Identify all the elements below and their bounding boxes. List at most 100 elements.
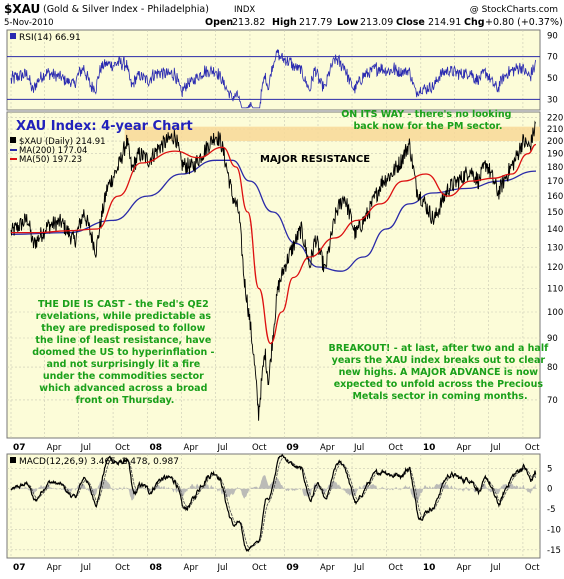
annotation-die-is-cast: THE DIE IS CAST - the Fed's QE2 revelati… xyxy=(32,299,218,406)
annotation-die-line-4: the line of least resistance, have xyxy=(35,335,211,346)
ohlc-chg-label: Chg xyxy=(464,17,485,28)
annotation-breakout-line-5: Metals sector in coming months. xyxy=(352,391,527,402)
price-panel xyxy=(6,111,541,439)
macd-legend: MACD(12,26,9) 3.465, 2.478, 0.987 xyxy=(19,457,179,467)
ohlc-low-value: 213.09 xyxy=(360,17,393,28)
price-xtick-label: 09 xyxy=(286,443,299,453)
price-ytick-label: 130 xyxy=(547,243,563,253)
annotation-on-its-way: ON ITS WAY - there's no looking back now… xyxy=(341,109,515,132)
macd-panel xyxy=(6,453,541,559)
macd-xtick-label: Jul xyxy=(217,563,228,573)
price-xtick-label: Oct xyxy=(388,443,403,453)
price-ytick-label: 170 xyxy=(547,177,563,187)
price-xtick-label: 10 xyxy=(423,443,436,453)
price-xtick-label: Jul xyxy=(353,443,364,453)
header-description: (Gold & Silver Index - Philadelphia) xyxy=(43,4,209,15)
macd-ytick-label: -15 xyxy=(547,546,561,556)
price-xtick-label: Apr xyxy=(456,443,471,453)
macd-xtick-label: Apr xyxy=(47,563,62,573)
price-xtick-label: Apr xyxy=(47,443,62,453)
rsi-panel xyxy=(6,29,541,111)
header-source: @ StockCharts.com xyxy=(470,5,558,15)
price-xtick-label: Oct xyxy=(115,443,130,453)
annotation-breakout-line-3: new highs. A MAJOR ADVANCE is now xyxy=(339,367,539,378)
ohlc-low-label: Low xyxy=(337,17,359,28)
annotation-die-line-5: doomed the US to hyperinflation - xyxy=(32,347,214,358)
resistance-band xyxy=(124,126,540,142)
price-ytick-label: 180 xyxy=(547,163,563,173)
annotation-on-its-way-line-2: back now for the PM sector. xyxy=(353,121,502,132)
annotation-die-line-1: THE DIE IS CAST - the Fed's QE2 xyxy=(38,299,209,310)
macd-legend-swatch xyxy=(10,457,16,463)
annotation-die-line-7: under the commodities sector xyxy=(43,371,204,382)
price-ytick-label: 140 xyxy=(547,225,563,235)
macd-xtick-label: Jul xyxy=(490,563,501,573)
price-ytick-label: 220 xyxy=(547,114,563,124)
price-ytick-label: 190 xyxy=(547,150,563,160)
macd-xtick-label: Apr xyxy=(456,563,471,573)
annotation-die-line-3: they are predisposed to follow xyxy=(41,323,205,334)
macd-ytick-label: -5 xyxy=(547,505,555,515)
price-xtick-label: Jul xyxy=(80,443,91,453)
ma50-line xyxy=(10,143,537,345)
price-ytick-label: 150 xyxy=(547,208,563,218)
macd-xtick-label: Apr xyxy=(320,563,335,573)
ohlc-high-label: High xyxy=(272,17,297,28)
rsi-ytick-label: 90 xyxy=(547,31,558,41)
price-xtick-label: 08 xyxy=(149,443,162,453)
rsi-ytick-label: 50 xyxy=(547,74,558,84)
legend-xau: $XAU (Daily) 214.91 xyxy=(19,137,106,147)
price-ytick-label: 80 xyxy=(547,363,558,373)
rsi-ytick-label: 70 xyxy=(547,53,558,63)
macd-xtick-label: Oct xyxy=(115,563,130,573)
legend-ma200: MA(200) 177.04 xyxy=(19,146,87,156)
price-xtick-label: Jul xyxy=(217,443,228,453)
price-xtick-label: Oct xyxy=(525,443,540,453)
annotation-die-line-9: front on Thursday. xyxy=(76,395,175,406)
rsi-legend-swatch xyxy=(10,33,16,39)
price-ytick-label: 100 xyxy=(547,308,563,318)
price-chart-title: XAU Index: 4-year Chart xyxy=(16,119,193,134)
price-ytick-label: 90 xyxy=(547,334,558,344)
price-xtick-label: Apr xyxy=(184,443,199,453)
macd-xtick-label: 09 xyxy=(286,563,299,573)
price-ytick-label: 70 xyxy=(547,396,558,406)
resistance-label: MAJOR RESISTANCE xyxy=(260,154,370,165)
macd-ytick-label: -10 xyxy=(547,525,561,535)
ohlc-chg-value: +0.80 (+0.37%) xyxy=(485,17,563,28)
macd-xtick-label: 08 xyxy=(149,563,162,573)
header-date: 5-Nov-2010 xyxy=(4,18,54,28)
ohlc-close-label: Close xyxy=(396,17,425,28)
macd-xtick-label: 10 xyxy=(423,563,436,573)
legend-ma50: MA(50) 197.23 xyxy=(19,155,82,165)
macd-ytick-label: 5 xyxy=(547,464,552,474)
annotation-breakout-line-4: expected to unfold across the Precious xyxy=(334,379,544,390)
annotation-on-its-way-line-1: ON ITS WAY - there's no looking xyxy=(341,109,511,120)
ohlc-open-value: 213.82 xyxy=(232,17,265,28)
ohlc-close-value: 214.91 xyxy=(428,17,461,28)
rsi-ytick-label: 30 xyxy=(547,95,558,105)
price-ytick-label: 120 xyxy=(547,263,563,273)
header-symbol: $XAU xyxy=(4,2,40,16)
macd-xtick-label: Oct xyxy=(388,563,403,573)
annotation-die-line-8: which advanced across a broad xyxy=(39,383,207,394)
price-ytick-label: 210 xyxy=(547,125,563,135)
annotation-breakout: BREAKOUT! - at last, after two and a hal… xyxy=(328,343,551,402)
price-ytick-label: 160 xyxy=(547,192,563,202)
header-exchange: INDX xyxy=(234,5,255,15)
macd-xtick-label: Jul xyxy=(353,563,364,573)
macd-signal-line xyxy=(10,456,537,549)
macd-line xyxy=(10,453,537,553)
annotation-breakout-line-1: BREAKOUT! - at last, after two and a hal… xyxy=(328,343,549,354)
annotation-die-line-2: revelations, while predictable as xyxy=(36,311,212,322)
annotation-die-line-6: and not surprisingly lit a fire xyxy=(46,359,200,370)
price-xtick-label: Oct xyxy=(252,443,267,453)
macd-xtick-label: Oct xyxy=(525,563,540,573)
macd-histogram xyxy=(11,475,536,502)
annotation-breakout-line-2: years the XAU index breaks out to clear xyxy=(332,355,546,366)
ma200-line xyxy=(10,159,537,272)
macd-xtick-label: 07 xyxy=(13,563,26,573)
macd-xtick-label: Oct xyxy=(252,563,267,573)
